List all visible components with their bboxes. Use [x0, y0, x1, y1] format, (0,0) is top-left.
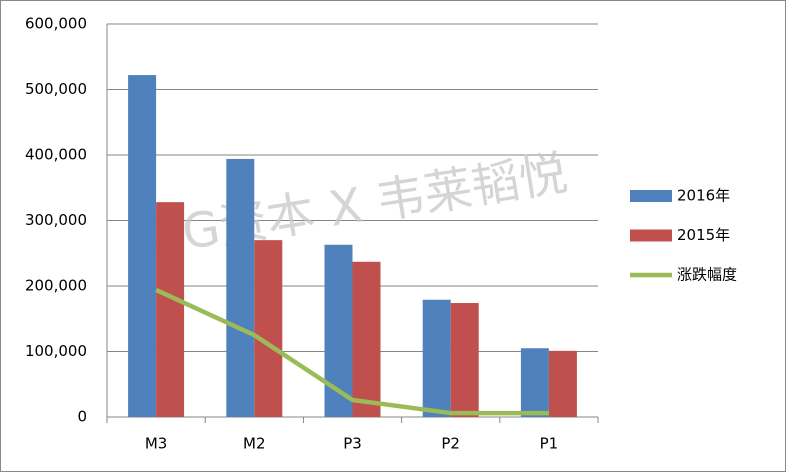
y-tick-label: 600,000	[25, 15, 87, 33]
bar	[226, 158, 255, 417]
bar	[548, 350, 577, 417]
x-tick-label: M2	[243, 435, 266, 453]
y-tick-label: 200,000	[25, 277, 87, 295]
bar	[352, 261, 381, 417]
x-tick-label: M3	[145, 435, 168, 453]
y-tick-label: 300,000	[25, 211, 87, 229]
x-tick-label: P1	[540, 435, 559, 453]
legend-label: 2016年	[677, 187, 730, 205]
legend-label: 2015年	[677, 226, 730, 244]
bar	[254, 240, 283, 417]
bar	[422, 299, 451, 417]
y-tick-label: 500,000	[25, 80, 87, 98]
line	[155, 287, 549, 416]
bar	[520, 348, 549, 417]
legend-swatch	[630, 190, 672, 202]
y-tick-label: 400,000	[25, 146, 87, 164]
bar	[128, 75, 157, 417]
x-tick-label: P2	[441, 435, 460, 453]
y-tick-label: 100,000	[25, 342, 87, 360]
legend-label: 涨跌幅度	[677, 266, 737, 284]
x-tick-label: P3	[343, 435, 362, 453]
y-tick-label: 0	[77, 408, 87, 426]
legend-swatch	[630, 229, 672, 242]
bar	[450, 303, 479, 417]
bar	[156, 202, 185, 417]
